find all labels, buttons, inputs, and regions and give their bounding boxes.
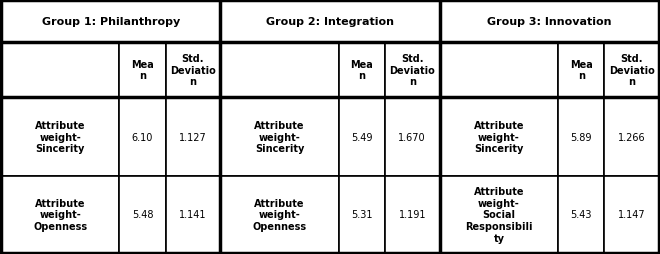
Bar <box>220 176 339 253</box>
Bar <box>385 43 440 98</box>
Bar <box>166 98 220 176</box>
Bar <box>166 43 220 98</box>
Text: 1.266: 1.266 <box>618 132 645 142</box>
Bar <box>604 176 659 253</box>
Text: Group 1: Philanthropy: Group 1: Philanthropy <box>42 17 180 27</box>
Text: 1.141: 1.141 <box>179 210 207 219</box>
Text: 5.49: 5.49 <box>351 132 372 142</box>
Text: Attribute
weight-
Social
Responsibili
ty: Attribute weight- Social Responsibili ty <box>465 186 533 243</box>
Text: Group 3: Innovation: Group 3: Innovation <box>487 17 612 27</box>
Bar <box>604 98 659 176</box>
Bar <box>604 43 659 98</box>
Bar <box>166 176 220 253</box>
Bar <box>339 98 385 176</box>
Text: Attribute
weight-
Openness: Attribute weight- Openness <box>33 198 87 231</box>
Text: 5.89: 5.89 <box>570 132 592 142</box>
Text: 5.31: 5.31 <box>351 210 372 219</box>
Bar <box>385 176 440 253</box>
Bar <box>385 98 440 176</box>
Text: 1.147: 1.147 <box>618 210 645 219</box>
Bar <box>440 98 558 176</box>
Bar <box>119 98 166 176</box>
Text: Mea
n: Mea n <box>131 59 154 81</box>
Bar <box>339 176 385 253</box>
Text: Std.
Deviatio
n: Std. Deviatio n <box>170 54 216 87</box>
Bar <box>119 176 166 253</box>
Bar <box>1 1 220 43</box>
Bar <box>1 98 119 176</box>
Bar <box>339 43 385 98</box>
Text: Mea
n: Mea n <box>570 59 593 81</box>
Text: Group 2: Integration: Group 2: Integration <box>266 17 394 27</box>
Text: Attribute
weight-
Sincerity: Attribute weight- Sincerity <box>35 121 86 154</box>
Text: Attribute
weight-
Openness: Attribute weight- Openness <box>253 198 307 231</box>
Bar <box>440 176 558 253</box>
Text: 1.191: 1.191 <box>399 210 426 219</box>
Bar <box>558 43 604 98</box>
Bar <box>1 176 119 253</box>
Bar <box>440 43 558 98</box>
Text: Mea
n: Mea n <box>350 59 373 81</box>
Text: Std.
Deviatio
n: Std. Deviatio n <box>389 54 435 87</box>
Bar <box>220 43 339 98</box>
Bar <box>119 43 166 98</box>
Text: Attribute
weight-
Sincerity: Attribute weight- Sincerity <box>254 121 305 154</box>
Text: 5.43: 5.43 <box>570 210 592 219</box>
Text: 6.10: 6.10 <box>132 132 153 142</box>
Text: Std.
Deviatio
n: Std. Deviatio n <box>609 54 655 87</box>
Bar <box>558 176 604 253</box>
Bar <box>220 1 440 43</box>
Bar <box>558 98 604 176</box>
Bar <box>440 1 659 43</box>
Bar <box>1 43 119 98</box>
Text: 1.127: 1.127 <box>179 132 207 142</box>
Text: 1.670: 1.670 <box>399 132 426 142</box>
Bar <box>220 98 339 176</box>
Text: 5.48: 5.48 <box>132 210 153 219</box>
Text: Attribute
weight-
Sincerity: Attribute weight- Sincerity <box>474 121 524 154</box>
